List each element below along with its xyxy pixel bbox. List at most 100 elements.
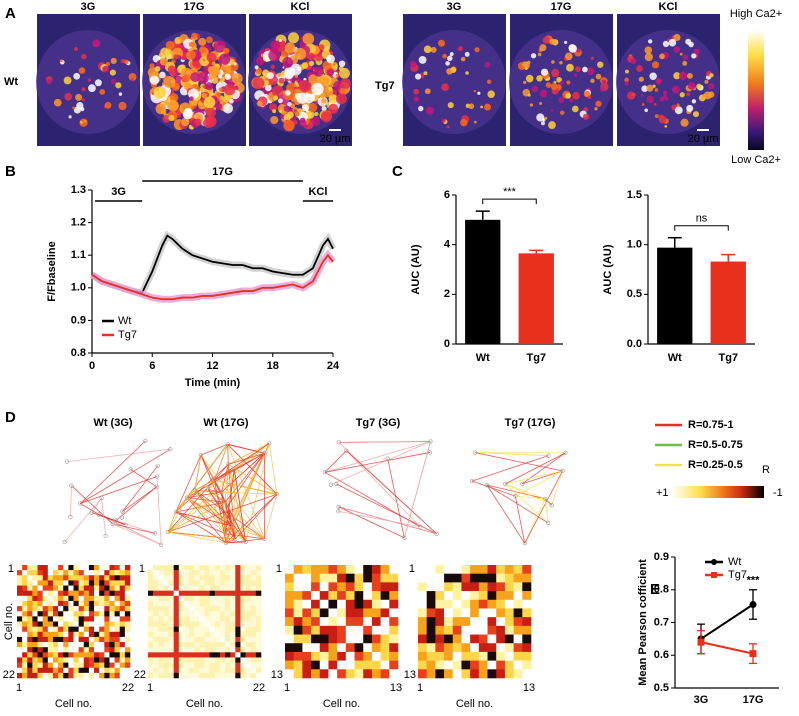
heatmap-cell — [194, 621, 200, 627]
calcium-spot — [651, 61, 660, 69]
heatmap-cell — [245, 652, 252, 658]
network-node — [184, 495, 190, 500]
heatmap-cell — [47, 626, 54, 633]
heatmap-cell — [354, 617, 364, 627]
calcium-spot — [205, 36, 213, 44]
heatmap-cell — [371, 565, 381, 574]
heatmap-cell — [240, 611, 246, 617]
heatmap-cell — [426, 669, 436, 679]
heatmap-cell — [42, 575, 49, 581]
heatmap-cell — [240, 600, 246, 607]
heatmap-cell — [37, 631, 43, 638]
network-title: Tg7 (17G) — [505, 417, 556, 429]
calcium-spot — [468, 103, 475, 110]
calcium-spot — [168, 114, 175, 122]
heatmap-cell — [214, 595, 221, 602]
calcium-spot — [320, 111, 333, 123]
calcium-spot — [445, 61, 450, 66]
heatmap-cell — [470, 599, 480, 609]
heatmap-cell — [17, 672, 23, 679]
calcium-spot — [640, 93, 644, 97]
heatmap-cell — [311, 634, 321, 644]
row-label: Wt — [4, 76, 18, 88]
heatmap-cell — [189, 585, 195, 591]
heatmap-cell — [88, 565, 95, 571]
calcium-spot — [314, 111, 319, 117]
heatmap-tick: 1 — [409, 563, 415, 575]
network-node — [222, 500, 228, 505]
heatmap-cell — [389, 634, 399, 644]
heatmap-cell — [204, 580, 210, 586]
heatmap-cell — [148, 626, 154, 633]
heatmap-cell — [311, 599, 321, 609]
calcium-spot — [198, 37, 207, 46]
heatmap-cell — [225, 616, 231, 622]
heatmap-cell — [42, 626, 49, 633]
heatmap-cell — [496, 660, 506, 670]
heatmap-cell — [42, 600, 49, 607]
calcium-spot — [536, 113, 545, 122]
calcium-spot — [104, 102, 112, 109]
heatmap-cell — [240, 590, 246, 597]
heatmap-cell — [163, 606, 169, 612]
legend-marker — [711, 559, 717, 565]
heatmap-cell — [418, 651, 427, 661]
calcium-spot — [413, 96, 420, 102]
heatmap-cell — [225, 662, 231, 669]
heatmap-cell — [178, 575, 185, 581]
calcium-spot — [278, 98, 283, 104]
heatmap-cell — [255, 616, 262, 622]
heatmap-cell — [426, 643, 436, 653]
heatmap-cell — [158, 606, 164, 612]
calcium-spot — [549, 38, 556, 45]
heatmap-cell — [214, 590, 221, 597]
heatmap-cell — [319, 599, 329, 609]
heatmap-cell — [426, 582, 436, 592]
heatmap-cell — [199, 575, 205, 581]
y-tick-label: 1.0 — [71, 282, 86, 294]
y-tick-label: 0.7 — [654, 616, 669, 628]
heatmap-cell — [99, 621, 105, 627]
calcium-spot — [691, 53, 697, 59]
heatmap-cell — [73, 606, 79, 612]
heatmap-cell — [109, 580, 115, 586]
heatmap-cell — [209, 667, 216, 674]
heatmap-cell — [73, 585, 79, 591]
network-edge — [167, 497, 188, 533]
heatmap-cell — [32, 672, 38, 679]
network-edge — [70, 485, 72, 517]
network-node — [123, 522, 128, 527]
heatmap-cell — [337, 643, 347, 653]
heatmap-cell — [504, 582, 514, 592]
heatmap-cell — [194, 570, 200, 576]
heatmap-cell — [32, 611, 38, 617]
heatmap-cell — [183, 600, 190, 607]
heatmap-cell — [52, 585, 59, 591]
heatmap-cell — [158, 570, 164, 576]
calcium-spot — [83, 119, 87, 123]
heatmap-cell — [435, 634, 445, 644]
network-node — [96, 512, 102, 517]
heatmap-cell — [235, 595, 241, 602]
heatmap-cell — [168, 631, 174, 638]
heatmap-cell — [158, 667, 164, 674]
heatmap-cell — [219, 626, 226, 633]
heatmap-cell — [119, 631, 126, 638]
heatmap-cell — [435, 591, 445, 601]
x-tick-label: Tg7 — [718, 352, 738, 364]
heatmap-cell — [32, 657, 38, 663]
heatmap-cell — [209, 565, 216, 571]
heatmap-cell — [345, 660, 355, 670]
heatmap-cell — [435, 651, 445, 661]
heatmap-cell — [219, 570, 226, 576]
heatmap-cell — [199, 565, 205, 571]
calcium-spot — [294, 111, 300, 117]
heatmap-cell — [194, 590, 200, 597]
heatmap-cell — [285, 651, 294, 661]
heatmap-cell — [478, 634, 488, 644]
legend-label: Wt — [118, 315, 131, 327]
heatmap-cell — [452, 582, 462, 592]
heatmap-cell — [214, 662, 221, 669]
heatmap-cell — [119, 642, 126, 648]
calcium-spot — [531, 85, 539, 93]
